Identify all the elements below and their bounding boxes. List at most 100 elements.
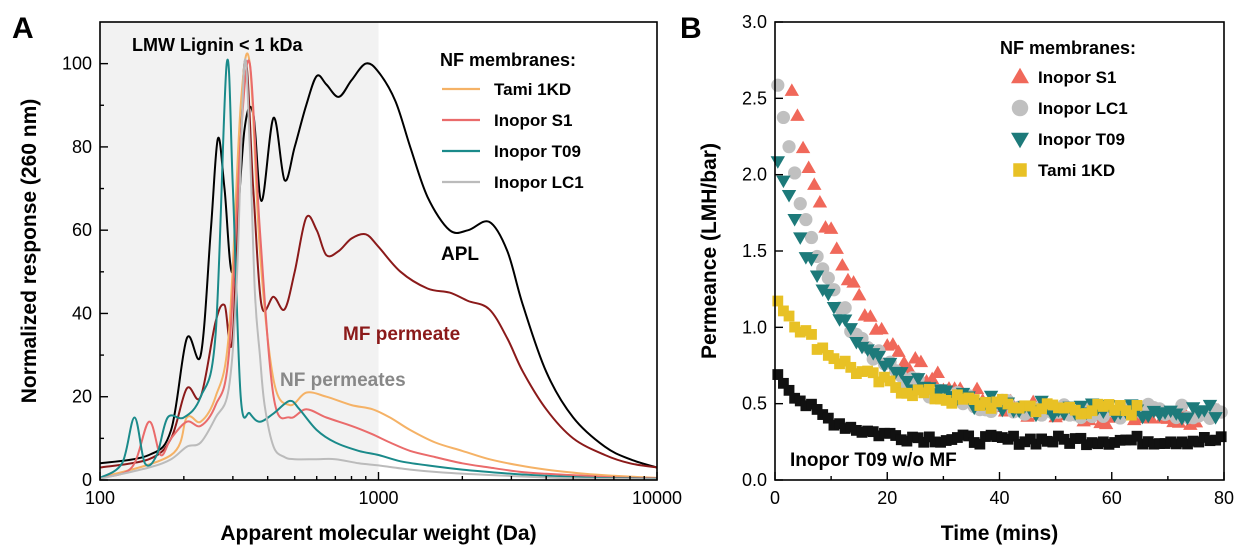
data-point-inopor-t09 (821, 288, 836, 302)
data-point-tami-1kd (974, 400, 986, 411)
data-point-tami-1kd (873, 376, 885, 388)
data-point-inopor-t09-w-o-mf (1131, 430, 1143, 442)
y-tick-label: 2.5 (742, 88, 767, 108)
data-point-tami-1kd (1013, 402, 1025, 414)
y-tick-label: 0 (82, 470, 92, 490)
data-point-inopor-t09-w-o-mf (800, 400, 812, 412)
data-point-tami-1kd (890, 382, 902, 393)
data-point-inopor-t09-w-o-mf (828, 419, 840, 431)
data-point-inopor-t09-w-o-mf (1187, 435, 1199, 447)
data-point-inopor-t09-w-o-mf (834, 418, 845, 430)
data-point-tami-1kd (980, 396, 991, 408)
data-point-inopor-t09-w-o-mf (1165, 436, 1177, 448)
data-point-tami-1kd (1041, 398, 1053, 410)
data-point-inopor-lc1 (771, 78, 785, 92)
data-point-inopor-t09-w-o-mf (1176, 436, 1188, 448)
y-tick-label: 0.0 (742, 470, 767, 490)
data-point-tami-1kd (996, 393, 1008, 405)
data-point-inopor-t09-w-o-mf (890, 430, 902, 441)
data-point-inopor-t09-w-o-mf (867, 426, 879, 438)
data-point-inopor-t09-w-o-mf (1081, 439, 1092, 451)
data-point-tami-1kd (783, 310, 795, 322)
data-point-inopor-t09-w-o-mf (974, 438, 986, 450)
data-point-tami-1kd (800, 325, 812, 336)
data-point-inopor-t09-w-o-mf (873, 430, 885, 442)
data-point-tami-1kd (1092, 398, 1104, 410)
data-point-inopor-t09-w-o-mf (1204, 435, 1216, 447)
annotation-inopor-t09-w-o-mf: Inopor T09 w/o MF (790, 450, 957, 471)
data-point-inopor-s1 (874, 321, 889, 335)
x-tick-label: 60 (1102, 488, 1122, 508)
data-point-inopor-t09-w-o-mf (895, 434, 907, 446)
data-point-inopor-t09-w-o-mf (806, 398, 817, 410)
data-point-tami-1kd (1047, 399, 1059, 411)
data-point-inopor-t09 (793, 232, 808, 245)
annotation-nf-permeates: NF permeates (280, 370, 406, 391)
data-point-tami-1kd (862, 365, 874, 377)
legend-marker-tami-1kd (1013, 163, 1027, 177)
data-point-inopor-s1 (823, 221, 839, 234)
x-tick-label: 1000 (358, 488, 398, 508)
data-point-tami-1kd (1053, 402, 1064, 414)
data-point-inopor-t09-w-o-mf (1002, 433, 1014, 445)
data-point-inopor-t09-w-o-mf (918, 436, 930, 448)
legend-marker-inopor-s1 (1011, 67, 1029, 84)
y-tick-label: 100 (62, 54, 92, 74)
data-point-tami-1kd (991, 396, 1003, 408)
data-point-tami-1kd (946, 397, 958, 409)
data-point-tami-1kd (867, 367, 879, 379)
data-point-inopor-t09 (843, 323, 858, 336)
data-point-inopor-t09-w-o-mf (789, 392, 801, 404)
panel-b-x-axis-title: Time (mins) (941, 522, 1058, 545)
data-point-inopor-t09-w-o-mf (1109, 437, 1120, 448)
data-point-inopor-t09-w-o-mf (1013, 438, 1025, 450)
data-point-inopor-t09-w-o-mf (996, 432, 1008, 443)
data-point-inopor-t09 (894, 367, 909, 380)
data-point-tami-1kd (806, 329, 817, 340)
x-tick-label: 80 (1214, 488, 1234, 508)
panel-a-series (99, 52, 658, 481)
data-point-inopor-s1 (863, 309, 878, 322)
data-point-inopor-t09-w-o-mf (1120, 434, 1132, 446)
data-point-inopor-s1 (801, 160, 816, 174)
data-point-tami-1kd (1069, 404, 1081, 416)
data-point-inopor-t09-w-o-mf (772, 369, 784, 380)
legend-marker-inopor-t09 (1011, 132, 1029, 149)
panel-b-legend: NF membranes: Inopor S1 Inopor LC1 Inopor … (1000, 38, 1136, 180)
panel-b-letter: B (680, 12, 702, 45)
data-point-inopor-s1 (829, 241, 844, 254)
x-tick-label: 10000 (632, 488, 682, 508)
data-point-inopor-t09 (899, 376, 915, 389)
data-point-tami-1kd (1064, 401, 1076, 413)
series-line-inopor-lc1 (99, 58, 658, 481)
data-point-tami-1kd (1075, 408, 1087, 420)
data-point-tami-1kd (1103, 399, 1115, 410)
data-point-tami-1kd (1008, 402, 1019, 414)
data-point-inopor-t09 (871, 350, 887, 364)
data-point-inopor-t09-w-o-mf (1075, 432, 1087, 444)
data-point-inopor-t09-w-o-mf (778, 377, 789, 389)
panel-a-legend: NF membranes: Tami 1KD Inopor S1 Inopor T0… (440, 50, 584, 192)
data-point-inopor-t09-w-o-mf (923, 431, 935, 443)
data-point-tami-1kd (1024, 400, 1036, 412)
panel-a-annotations: APL MF permeate NF permeates (280, 244, 479, 391)
data-point-tami-1kd (811, 344, 823, 355)
data-point-inopor-lc1 (793, 197, 807, 211)
series-line-apl (99, 62, 658, 469)
data-point-tami-1kd (985, 403, 997, 414)
data-point-inopor-t09-w-o-mf (783, 384, 795, 396)
panel-a-legend-title: NF membranes: (440, 50, 576, 70)
panel-a-x-axis-title: Apparent molecular weight (Da) (220, 522, 536, 545)
data-point-inopor-s1 (784, 83, 800, 96)
y-tick-label: 20 (72, 387, 92, 407)
data-point-inopor-t09-w-o-mf (1193, 436, 1205, 448)
panel-b-ticks: 0 20 40 60 80 0.0 0.5 1.0 1.5 2.0 2.5 3.0 (742, 12, 1234, 508)
legend-marker-inopor-lc1 (1011, 99, 1029, 117)
data-point-inopor-t09-w-o-mf (1030, 438, 1042, 450)
data-point-inopor-t09-w-o-mf (1159, 438, 1171, 449)
data-point-inopor-s1 (930, 365, 945, 379)
data-point-tami-1kd (834, 358, 845, 370)
data-point-inopor-t09-w-o-mf (1198, 431, 1210, 443)
data-point-inopor-t09-w-o-mf (912, 432, 924, 444)
y-tick-label: 1.0 (742, 317, 767, 337)
